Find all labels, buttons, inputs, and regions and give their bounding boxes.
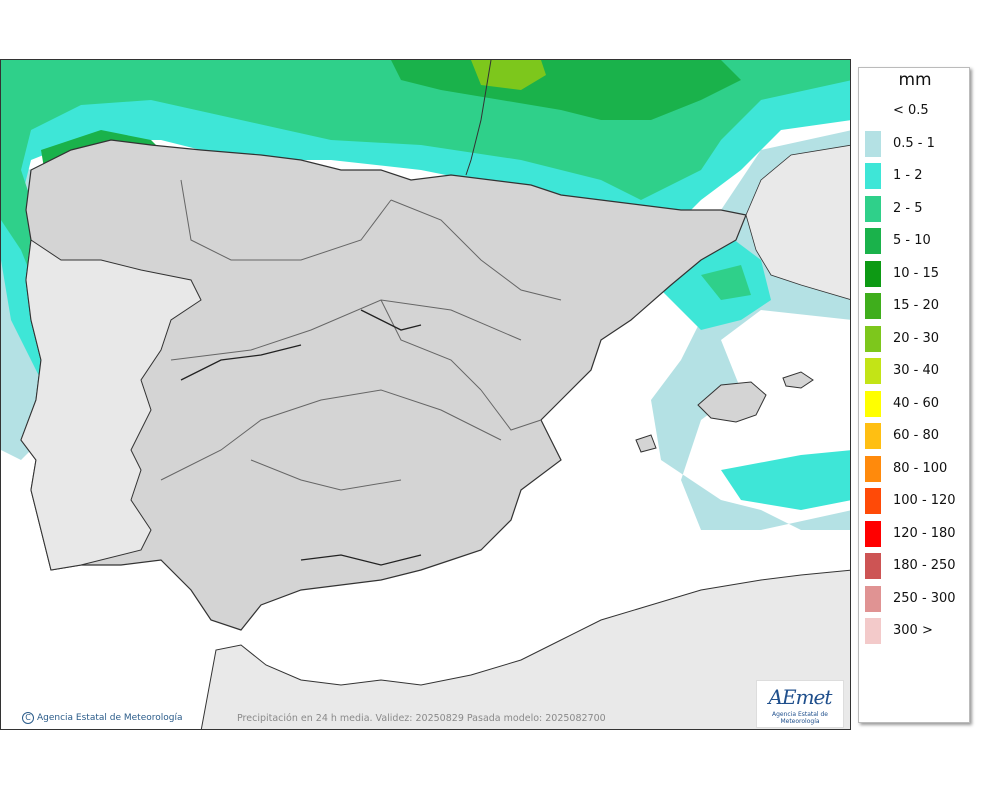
precip-field-2-5 (1, 60, 850, 330)
legend-item: 1 - 2 (863, 163, 969, 189)
aemet-logo: AEmet Agencia Estatal de Meteorología (756, 680, 844, 728)
legend-label: 2 - 5 (893, 200, 923, 216)
france-land (745, 144, 850, 300)
legend-item: 0.5 - 1 (863, 130, 969, 157)
legend-label: 180 - 250 (893, 558, 956, 573)
menorca (782, 371, 814, 389)
legend-title: mm (898, 70, 932, 90)
legend-swatch (865, 455, 881, 482)
credit-text: Agencia Estatal de Meteorología (37, 713, 183, 723)
legend-label: 10 - 15 (893, 265, 940, 281)
precipitation-map: AEmet Agencia Estatal de Meteorología (0, 59, 851, 730)
legend-item: 300 > (863, 618, 969, 644)
legend-item: 100 - 120 (863, 488, 969, 514)
legend-label: 30 - 40 (893, 363, 940, 378)
legend-label: 1 - 2 (893, 168, 923, 183)
legend-label: 0.5 - 1 (893, 135, 935, 151)
legend-swatch (865, 163, 881, 189)
copyright-icon: C (22, 712, 34, 724)
legend-label: 250 - 300 (893, 590, 956, 606)
legend-item: 40 - 60 (863, 390, 969, 417)
legend-panel: mm < 0.5 0.5 - 1 1 - 2 2 - 5 5 - 10 10 - 15 15… (858, 67, 970, 723)
legend-item: 30 - 40 (863, 358, 969, 384)
aemet-logo-word: AEmet (768, 685, 833, 709)
portugal (20, 239, 202, 571)
legend-item: 2 - 5 (863, 195, 969, 222)
legend-label: 100 - 120 (893, 493, 956, 508)
legend-swatch (865, 98, 881, 124)
legend-item: 15 - 20 (863, 293, 969, 319)
legend-label: 300 > (893, 623, 933, 638)
legend-item: 60 - 80 (863, 423, 969, 449)
legend-label: 15 - 20 (893, 298, 940, 313)
map-caption: Precipitación en 24 h media. Validez: 20… (237, 713, 606, 724)
legend-label: 60 - 80 (893, 428, 940, 443)
legend-swatch (865, 520, 881, 547)
legend-swatch (865, 358, 881, 384)
legend-swatch (865, 618, 881, 644)
legend-swatch (865, 488, 881, 514)
credit-line: C Agencia Estatal de Meteorología (22, 712, 183, 724)
aemet-logo-subtitle: Agencia Estatal de Meteorología (771, 711, 828, 725)
legend-item: 80 - 100 (863, 455, 969, 482)
north-africa (200, 569, 850, 729)
legend-swatch (865, 195, 881, 222)
map-canvas (1, 60, 850, 729)
legend-label: 40 - 60 (893, 395, 940, 411)
ibiza (635, 434, 657, 453)
legend-swatch (865, 260, 881, 287)
legend-swatch (865, 553, 881, 579)
legend-item: 180 - 250 (863, 553, 969, 579)
precip-field-2-5-catalonia (701, 265, 751, 300)
legend-swatch (865, 325, 881, 352)
legend-swatch (865, 130, 881, 157)
legend-item: 5 - 10 (863, 228, 969, 254)
legend-label: 20 - 30 (893, 330, 940, 346)
legend-label: < 0.5 (893, 103, 929, 118)
legend-item: 10 - 15 (863, 260, 969, 287)
legend-label: 5 - 10 (893, 233, 931, 248)
region-borders (160, 179, 562, 491)
legend-swatch (865, 228, 881, 254)
legend-swatch (865, 390, 881, 417)
legend-label: 120 - 180 (893, 525, 956, 541)
mallorca (697, 381, 767, 423)
legend-item: 120 - 180 (863, 520, 969, 547)
legend-item: < 0.5 (863, 98, 969, 124)
legend-item: 20 - 30 (863, 325, 969, 352)
legend-swatch (865, 423, 881, 449)
legend-swatch (865, 293, 881, 319)
coast-shading (180, 309, 422, 566)
legend-swatch (865, 585, 881, 612)
precip-field-1-2-balearic (721, 450, 850, 510)
legend-item: 250 - 300 (863, 585, 969, 612)
legend-label: 80 - 100 (893, 460, 948, 476)
border-line (465, 60, 492, 176)
